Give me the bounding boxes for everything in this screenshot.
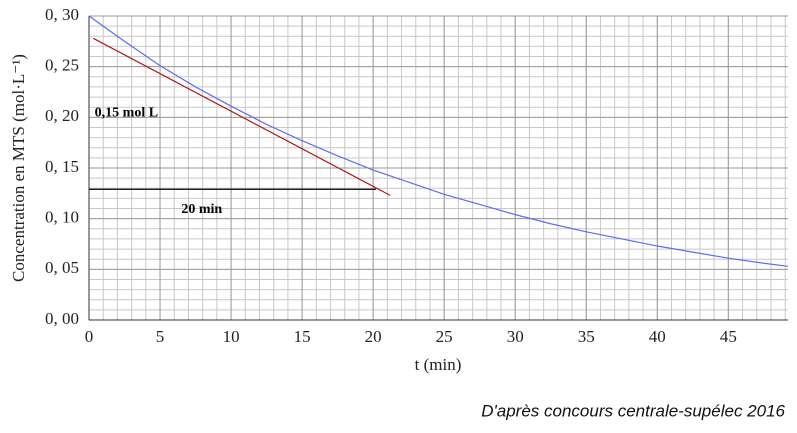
- source: D'après concours centrale-supélec 2016: [481, 401, 785, 420]
- x-tick-label: 30: [507, 327, 524, 346]
- line: [92, 37, 391, 196]
- y-tick-label: 0, 05: [45, 258, 79, 277]
- line: [88, 15, 789, 267]
- y-tick-label: 0, 00: [45, 309, 79, 328]
- annotation: 20 min: [181, 202, 222, 217]
- x-tick-label: 20: [365, 327, 382, 346]
- x-axis-label: t (min): [415, 355, 462, 374]
- y-tick-label: 0, 15: [45, 157, 79, 176]
- x-tick-label: 10: [223, 327, 240, 346]
- y-axis-label: Concentration en MTS (mol·L⁻¹): [9, 54, 28, 282]
- annotation: 0,15 mol L: [95, 105, 158, 120]
- y-tick-label: 0, 25: [45, 56, 79, 75]
- x-tick-label: 0: [85, 327, 94, 346]
- y-tick-label: 0, 10: [45, 208, 79, 227]
- x-tick-label: 15: [294, 327, 311, 346]
- x-tick-label: 5: [156, 327, 165, 346]
- y-tick-label: 0, 30: [45, 5, 79, 24]
- x-tick-label: 25: [436, 327, 453, 346]
- x-tick-label: 40: [649, 327, 666, 346]
- x-tick-label: 45: [720, 327, 737, 346]
- x-tick-label: 35: [578, 327, 595, 346]
- y-tick-label: 0, 20: [45, 106, 79, 125]
